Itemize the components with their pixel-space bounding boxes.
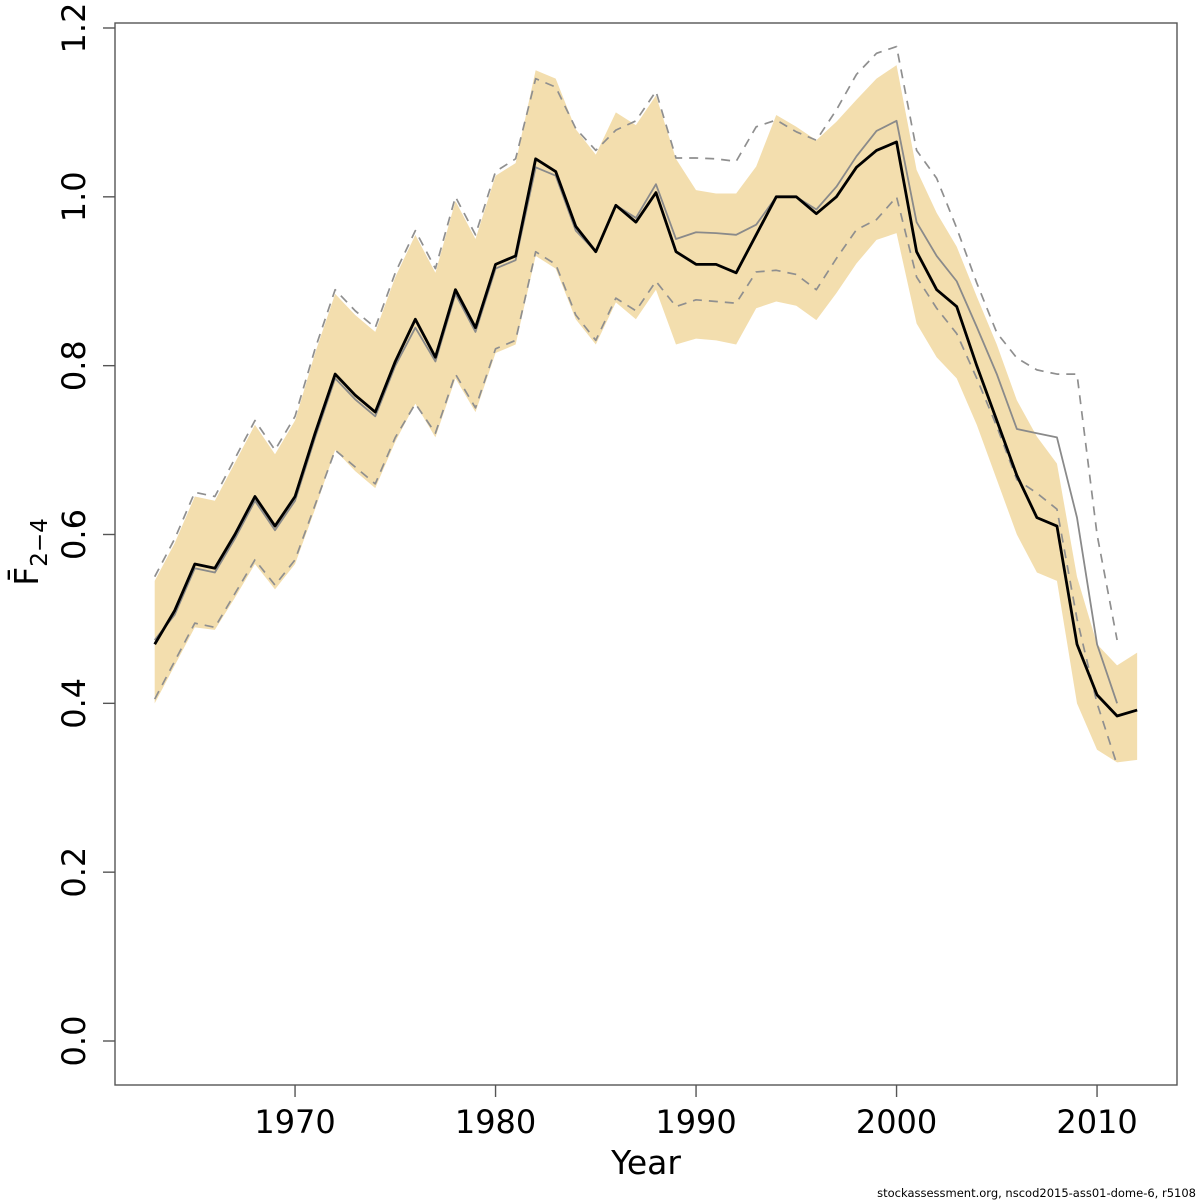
y-tick-label: 0.8 — [55, 340, 93, 391]
x-tick-label: 1980 — [455, 1103, 536, 1141]
y-tick-label: 0.2 — [55, 847, 93, 898]
footer-citation: stockassessment.org, nscod2015-ass01-dom… — [877, 1186, 1196, 1200]
x-tick-label: 2000 — [856, 1103, 937, 1141]
x-tick-label: 2010 — [1056, 1103, 1137, 1141]
y-tick-label: 0.6 — [55, 509, 93, 560]
x-axis-title: Year — [610, 1143, 681, 1182]
y-axis-title: F̄2−4 — [6, 518, 53, 586]
y-tick-label: 1.2 — [55, 3, 93, 54]
x-tick-label: 1990 — [655, 1103, 736, 1141]
y-tick-label: 0.4 — [55, 678, 93, 729]
x-tick-label: 1970 — [254, 1103, 335, 1141]
previous-assessment-ci-lower-line — [153, 195, 1118, 766]
y-tick-label: 0.0 — [55, 1016, 93, 1067]
confidence-band — [154, 65, 1138, 763]
plot-box — [114, 22, 1178, 1086]
current-assessment-fbar-line — [153, 140, 1138, 718]
y-tick-label: 1.0 — [55, 171, 93, 222]
